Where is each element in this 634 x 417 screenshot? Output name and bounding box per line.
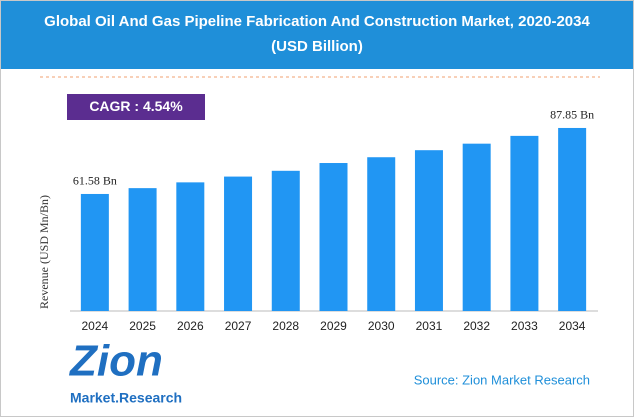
data-label: 87.85 Bn <box>550 108 594 122</box>
bar <box>367 157 396 311</box>
cagr-box <box>67 94 205 120</box>
bar <box>558 127 587 311</box>
x-tick-label: 2028 <box>272 319 299 333</box>
cagr-label: CAGR : 4.54% <box>89 98 183 114</box>
y-axis-label: Revenue (USD Mn/Bn) <box>37 195 51 309</box>
x-tick-label: 2030 <box>368 319 395 333</box>
logo-name: Zion <box>68 337 163 386</box>
chart-title: Global Oil And Gas Pipeline Fabrication … <box>44 13 590 30</box>
x-tick-label: 2032 <box>463 319 490 333</box>
bar <box>80 193 109 311</box>
x-tick-label: 2034 <box>559 319 586 333</box>
x-tick-label: 2029 <box>320 319 347 333</box>
x-tick-label: 2027 <box>225 319 252 333</box>
x-tick-label: 2033 <box>511 319 538 333</box>
bar <box>462 143 491 311</box>
bar <box>224 176 253 311</box>
x-tick-label: 2031 <box>416 319 443 333</box>
x-tick-label: 2024 <box>82 319 109 333</box>
bar <box>271 170 300 311</box>
chart-subtitle: (USD Billion) <box>271 38 363 55</box>
bar <box>510 135 539 311</box>
data-label: 61.58 Bn <box>73 174 117 188</box>
bar <box>319 163 348 311</box>
bar <box>414 150 443 311</box>
header <box>1 1 633 69</box>
x-tick-label: 2025 <box>129 319 156 333</box>
x-tick-label: 2026 <box>177 319 204 333</box>
bar <box>176 182 205 311</box>
bar <box>128 188 157 311</box>
source: Source: Zion Market Research <box>414 372 590 387</box>
logo-tagline: Market.Research <box>70 390 182 406</box>
